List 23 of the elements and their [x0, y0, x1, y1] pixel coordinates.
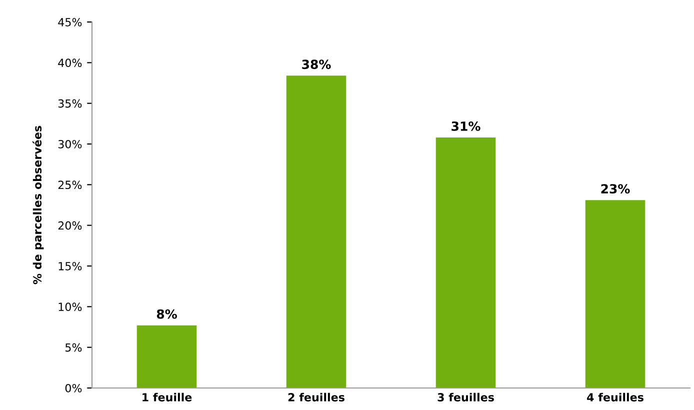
bar [436, 137, 496, 388]
data-label: 38% [302, 60, 331, 70]
y-tick-label: 40% [58, 58, 82, 68]
y-tick-label: 30% [58, 140, 82, 148]
x-tick-label: 3 feuilles [438, 392, 494, 402]
y-axis-title: % de parcelles observées [32, 126, 44, 284]
y-tick-label: 5% [66, 343, 82, 352]
bar [286, 76, 346, 388]
data-label: 23% [601, 184, 630, 194]
data-label: 31% [452, 121, 480, 131]
x-tick-label: 1 feuille [142, 392, 192, 402]
bar [136, 325, 197, 388]
y-tick-label: 45% [58, 18, 82, 26]
y-tick-label: 20% [58, 221, 82, 230]
x-tick-label: 2 feuilles [288, 392, 344, 402]
y-tick-label: 0% [65, 384, 82, 392]
x-tick-label: 4 feuilles [587, 392, 644, 402]
y-tick-label: 15% [58, 262, 82, 270]
y-tick-label: 10% [58, 302, 82, 312]
y-tick-label: 35% [58, 99, 82, 108]
data-label: 8% [156, 309, 177, 319]
bar [585, 200, 646, 388]
y-tick-label: 25% [58, 180, 82, 190]
